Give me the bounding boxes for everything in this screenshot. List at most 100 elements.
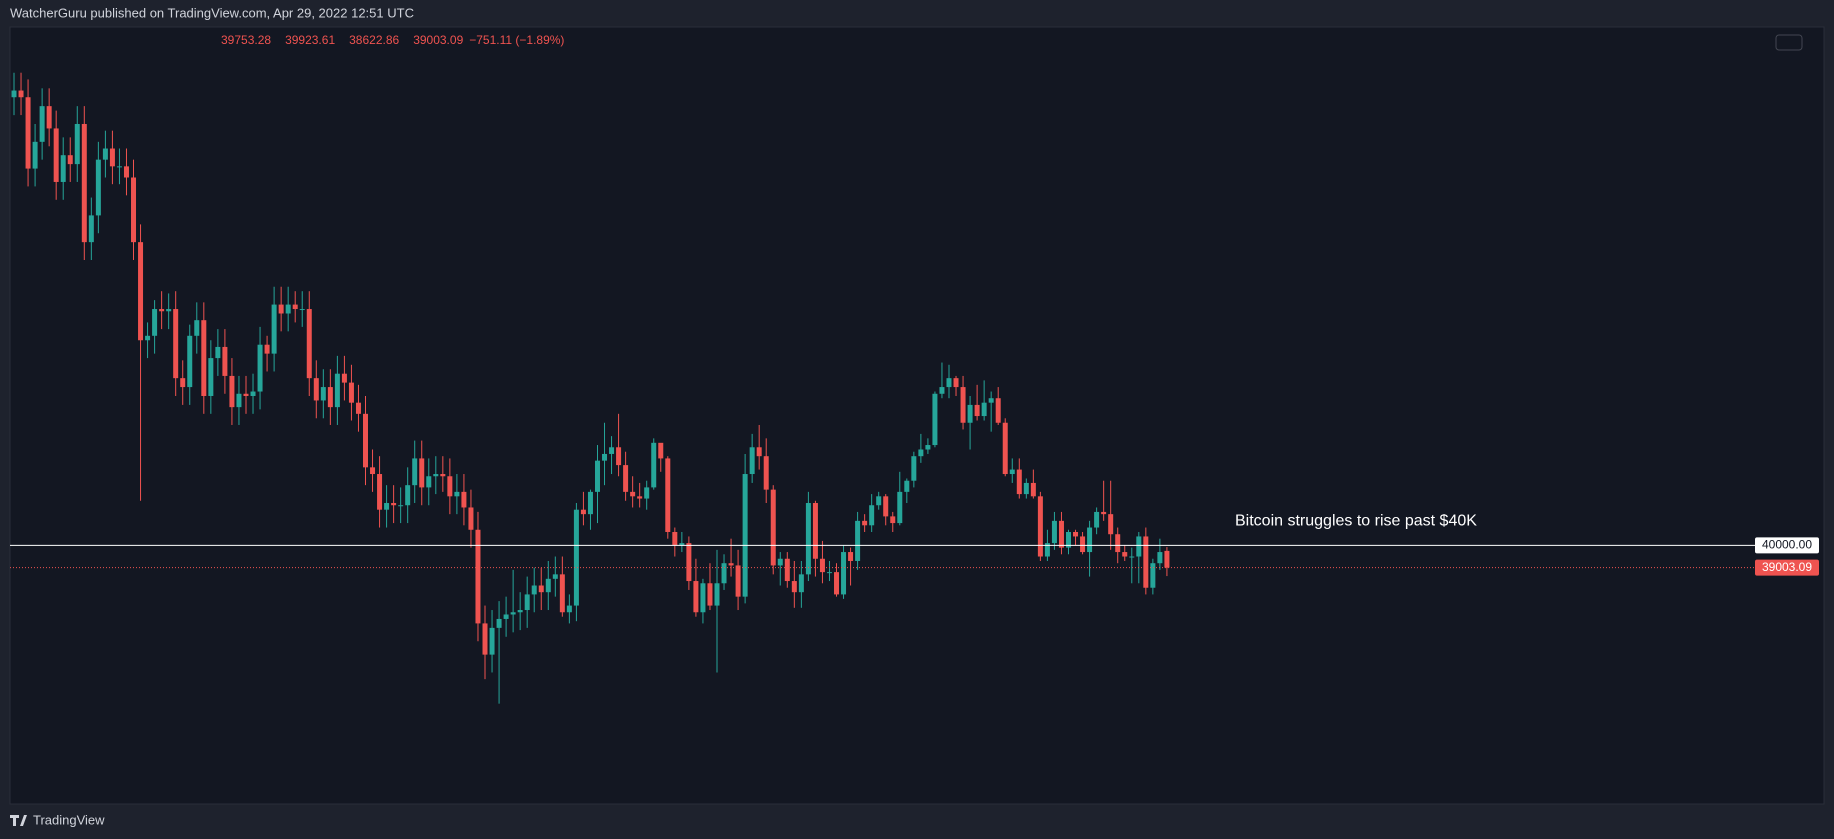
candle-body — [1073, 531, 1079, 537]
candle-body — [791, 581, 797, 593]
candle-body — [123, 166, 129, 178]
candle-body — [1058, 520, 1064, 548]
candle-body — [848, 552, 854, 561]
candle-body — [1115, 534, 1121, 553]
candle-body — [545, 578, 551, 593]
candle-body — [763, 456, 769, 490]
candle-body — [299, 309, 305, 311]
candle-body — [257, 344, 263, 392]
current-price-label-bg — [1755, 559, 1819, 576]
candle-body — [819, 558, 825, 573]
pane-button[interactable] — [1775, 34, 1803, 51]
candle-body — [749, 447, 755, 475]
candle-body — [1009, 469, 1015, 475]
candle-body — [630, 491, 636, 497]
candle-body — [363, 413, 368, 468]
candle-body — [679, 543, 685, 546]
candle-body — [67, 155, 73, 165]
candle-body — [932, 393, 938, 446]
candle-body — [616, 447, 622, 466]
candle-body — [159, 309, 165, 312]
candle-body — [81, 123, 87, 243]
candle-body — [602, 453, 608, 461]
candle-body — [855, 520, 861, 561]
candle-body — [194, 320, 200, 336]
candle-body — [138, 242, 144, 341]
candle-body — [313, 378, 319, 401]
candle-body — [1129, 556, 1135, 558]
candle-body — [609, 447, 615, 454]
candle-body — [250, 391, 256, 396]
candle-body — [152, 309, 158, 336]
candle-body — [967, 404, 973, 423]
ohlc-open: 39753.28 — [221, 33, 271, 47]
candle-body — [180, 378, 186, 388]
candle-body — [327, 387, 333, 408]
candle-body — [384, 503, 390, 510]
candle-body — [503, 614, 509, 619]
candle-body — [419, 458, 425, 488]
candle-body — [812, 503, 818, 559]
candle-body — [292, 304, 298, 310]
tv-logo — [10, 815, 27, 826]
candle-body — [883, 496, 889, 517]
candle-body — [841, 552, 847, 595]
candle-body — [32, 141, 38, 169]
candle-body — [960, 387, 966, 423]
candle-body — [707, 583, 713, 606]
candle-body — [644, 487, 650, 499]
candle-body — [974, 404, 980, 417]
candle-body — [1094, 511, 1100, 528]
candle-body — [925, 445, 931, 450]
candle-body — [454, 491, 460, 497]
candles — [11, 72, 1170, 704]
publisher-header: WatcherGuru published on TradingView.com… — [10, 5, 414, 20]
candle-body — [306, 309, 312, 379]
candle-body — [320, 387, 326, 401]
candle-body — [1016, 469, 1022, 495]
candle-body — [981, 402, 987, 417]
candle-body — [862, 520, 868, 526]
candle-body — [728, 563, 734, 566]
candle-body — [580, 509, 586, 515]
candle-body — [440, 474, 446, 477]
candle-body — [468, 507, 474, 530]
candle-body — [412, 458, 418, 486]
candle-body — [573, 509, 579, 606]
candle-body — [918, 449, 924, 457]
candle-body — [531, 585, 537, 595]
candle-body — [355, 402, 361, 414]
ohlc-close: 39003.09 — [413, 33, 463, 47]
candle-body — [187, 335, 193, 388]
candle-body — [11, 90, 17, 98]
candle-body — [524, 594, 530, 611]
candle-body — [370, 467, 376, 475]
candle-body — [334, 373, 340, 408]
candle-body — [405, 485, 411, 506]
candle-body — [88, 215, 94, 243]
candle-body — [517, 610, 523, 613]
candle-body — [229, 375, 235, 408]
candle-body — [1157, 552, 1163, 564]
candle-body — [109, 148, 115, 167]
footer-brand: TradingView — [33, 812, 105, 827]
candle-body — [911, 456, 917, 481]
ohlc-change: −751.11 (−1.89%) — [469, 33, 564, 47]
candle-body — [1037, 496, 1043, 557]
candle-body — [201, 320, 207, 396]
candle-body — [145, 335, 151, 341]
candle-body — [1122, 552, 1128, 557]
candle-body — [897, 491, 903, 524]
price-level-label: 40000.00 — [1762, 538, 1812, 552]
candle-body — [489, 627, 495, 655]
candle-body — [1023, 482, 1029, 495]
candle-body — [1087, 527, 1093, 553]
candle-body — [1136, 536, 1142, 557]
candle-body — [215, 346, 221, 359]
candle-body — [461, 491, 467, 508]
candle-body — [264, 344, 270, 354]
candle-body — [826, 572, 832, 574]
candle-body — [278, 304, 284, 314]
candle-body — [939, 387, 945, 394]
